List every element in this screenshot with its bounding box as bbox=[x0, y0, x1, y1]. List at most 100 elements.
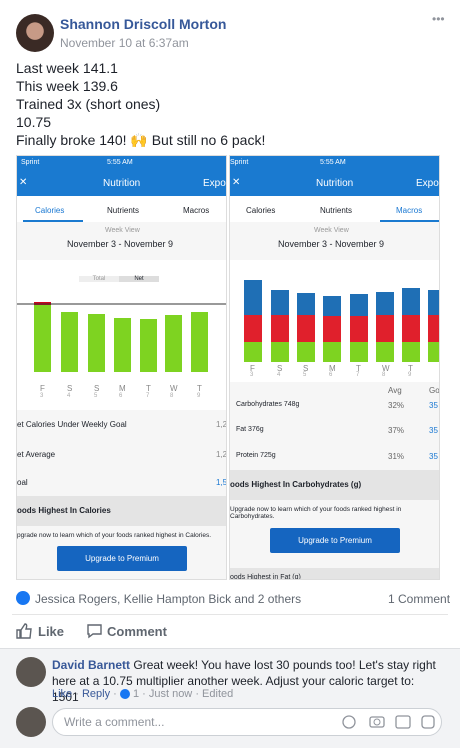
stat-label: oal bbox=[17, 478, 28, 487]
date: 8 bbox=[382, 372, 386, 378]
carrier: Sprint bbox=[21, 159, 40, 166]
column-head: Avg bbox=[388, 386, 402, 395]
week-view: Week View bbox=[314, 227, 349, 234]
nav-bar bbox=[17, 156, 226, 196]
screenshot[interactable]: Sprint 5:55 AM ✕ Nutrition Expor Calorie… bbox=[16, 155, 227, 580]
stack bbox=[297, 293, 315, 362]
date: 5 bbox=[94, 393, 98, 399]
day: M bbox=[119, 384, 126, 393]
time: 5:55 AM bbox=[320, 159, 346, 166]
day: W bbox=[170, 384, 178, 393]
upgrade-text: Upgrade now to learn which of your foods… bbox=[230, 506, 402, 520]
macro-label: Protein 725g bbox=[236, 452, 276, 459]
day: S bbox=[94, 384, 100, 393]
day: F bbox=[250, 364, 255, 373]
stat-label: et Average bbox=[17, 450, 56, 459]
date: 9 bbox=[408, 372, 412, 378]
tab: Calories bbox=[35, 206, 65, 215]
date: 8 bbox=[170, 393, 174, 399]
comment-meta: Like · Reply · 1 · Just now · Edited bbox=[52, 688, 234, 700]
stat-label: et Calories Under Weekly Goal bbox=[17, 420, 127, 429]
comment-time[interactable]: Just now bbox=[148, 688, 193, 700]
tab-underline bbox=[380, 220, 439, 222]
commenter-name[interactable]: David Barnett bbox=[52, 658, 131, 672]
nav-title: Nutrition bbox=[316, 178, 354, 189]
day: T bbox=[197, 384, 202, 393]
toggle: Total bbox=[79, 276, 119, 282]
date: 3 bbox=[40, 393, 44, 399]
carrier: Sprint bbox=[230, 159, 249, 166]
day: T bbox=[356, 364, 361, 373]
stack bbox=[350, 294, 368, 362]
day: S bbox=[67, 384, 73, 393]
composer-input[interactable] bbox=[52, 708, 442, 736]
stacked-chart bbox=[244, 280, 439, 362]
bar bbox=[114, 318, 131, 372]
comment-edited[interactable]: Edited bbox=[202, 688, 234, 700]
stack bbox=[323, 296, 341, 362]
toggle: Net bbox=[119, 276, 159, 282]
like-icon bbox=[16, 623, 32, 639]
tabs bbox=[230, 196, 439, 222]
comment-likes: 1 bbox=[132, 688, 140, 700]
bar bbox=[191, 312, 208, 372]
composer-avatar bbox=[16, 707, 46, 737]
post-line: 10.75 bbox=[16, 114, 52, 130]
macro-avg: 31% bbox=[388, 452, 405, 461]
stack bbox=[376, 292, 394, 362]
stat-value: 1,2 bbox=[216, 450, 227, 459]
reaction-names[interactable]: Jessica Rogers, Kellie Hampton Bick and … bbox=[35, 592, 302, 606]
stat-value: 1,5 bbox=[216, 478, 227, 487]
bar bbox=[140, 319, 157, 372]
stack bbox=[428, 290, 439, 362]
bar bbox=[88, 314, 105, 372]
button[interactable]: Upgrade to Premium bbox=[270, 528, 400, 553]
tab-underline bbox=[23, 220, 83, 222]
nav-action: Expor bbox=[203, 178, 227, 189]
section: oods Highest in Fat (g) bbox=[230, 568, 439, 579]
screenshot[interactable]: Sprint 5:55 AM ✕ Nutrition Expor Calorie… bbox=[229, 155, 440, 580]
section: oods Highest In Calories bbox=[17, 496, 226, 526]
button[interactable]: Upgrade to Premium bbox=[57, 546, 187, 571]
comment-count[interactable]: 1 Comment bbox=[388, 592, 451, 606]
comment-like[interactable]: Like bbox=[52, 688, 73, 700]
date: 3 bbox=[250, 372, 254, 378]
macro-goal: 35 bbox=[429, 426, 438, 435]
tab: Macros bbox=[396, 206, 423, 215]
column-head: Go bbox=[429, 386, 440, 395]
commenter-avatar[interactable] bbox=[16, 657, 46, 687]
tab: Macros bbox=[183, 206, 210, 215]
day: M bbox=[329, 364, 336, 373]
date: 9 bbox=[197, 393, 201, 399]
comment-reply[interactable]: Reply bbox=[81, 688, 111, 700]
author[interactable]: Shannon Driscoll Morton bbox=[60, 16, 227, 32]
divider bbox=[12, 614, 448, 615]
nav-bar bbox=[230, 156, 439, 196]
comment-button[interactable]: Comment bbox=[107, 624, 167, 639]
menu[interactable]: ••• bbox=[432, 12, 445, 26]
date: 5 bbox=[303, 372, 307, 378]
avatar[interactable] bbox=[16, 14, 54, 52]
time: 5:55 AM bbox=[107, 159, 133, 166]
date: 6 bbox=[329, 372, 333, 378]
date: 4 bbox=[67, 393, 71, 399]
upgrade-text: pgrade now to learn which of your foods … bbox=[17, 532, 212, 539]
bar-chart bbox=[17, 302, 226, 372]
date: 7 bbox=[146, 393, 150, 399]
timestamp[interactable]: November 10 at 6:37am bbox=[60, 36, 189, 50]
stack bbox=[244, 280, 262, 362]
tab: Calories bbox=[246, 206, 276, 215]
composer-placeholder: Write a comment... bbox=[64, 715, 165, 729]
nav-action: Expor bbox=[416, 178, 440, 189]
day: F bbox=[40, 384, 45, 393]
day: S bbox=[277, 364, 283, 373]
week-view: Week View bbox=[105, 227, 140, 234]
day: S bbox=[303, 364, 309, 373]
section: oods Highest In Carbohydrates (g) bbox=[230, 470, 439, 500]
macro-label: Fat 376g bbox=[236, 426, 264, 433]
post-line: Finally broke 140! 🙌 But still no 6 pack… bbox=[16, 132, 266, 148]
like-button[interactable]: Like bbox=[38, 624, 65, 639]
stack bbox=[271, 290, 289, 362]
macro-label: Carbohydrates 748g bbox=[236, 401, 300, 408]
